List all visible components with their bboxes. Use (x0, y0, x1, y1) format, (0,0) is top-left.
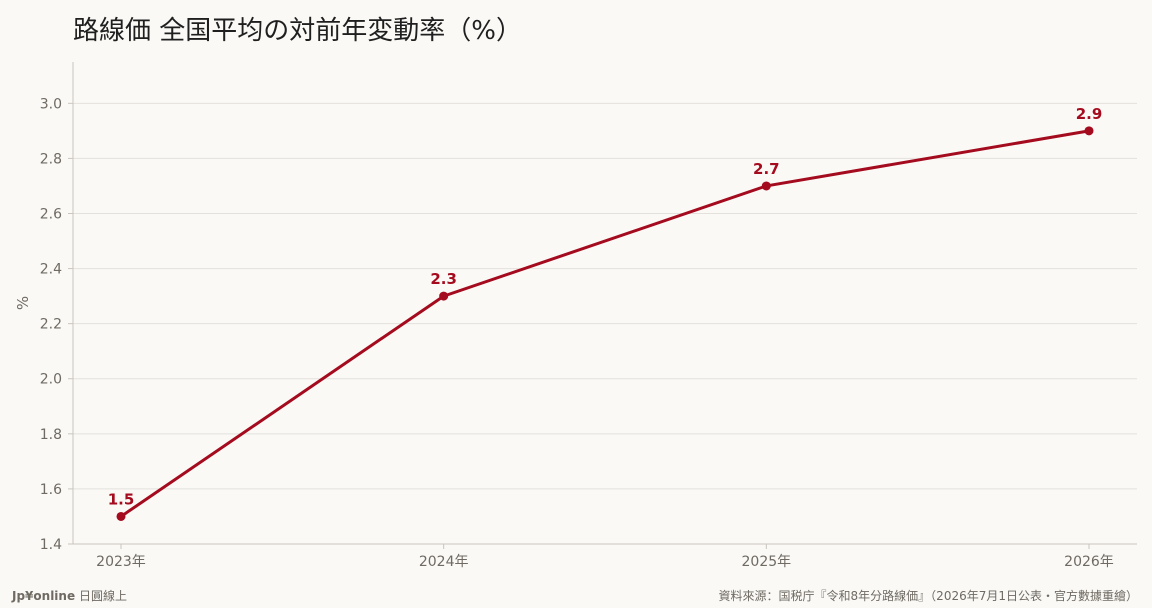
data-point (761, 181, 771, 191)
brand-name: Jp¥online (12, 589, 76, 603)
data-label: 2.3 (430, 270, 457, 288)
data-label: 1.5 (108, 490, 135, 508)
y-axis-label: % (14, 296, 32, 310)
y-tick-label: 3.0 (40, 96, 62, 112)
y-tick-label: 2.0 (40, 372, 62, 388)
x-tick-label: 2025年 (742, 554, 792, 570)
x-tick-label: 2026年 (1064, 554, 1114, 570)
y-tick-label: 2.4 (40, 262, 62, 278)
y-tick-label: 1.4 (40, 537, 62, 553)
data-point (1084, 126, 1094, 136)
footer-brand: Jp¥online 日圓線上 (12, 587, 127, 604)
series-layer (116, 126, 1094, 521)
y-tick-label: 2.8 (40, 151, 62, 167)
data-label: 2.9 (1076, 105, 1103, 123)
axes: 1.4 1.6 1.8 2.0 2.2 2.4 2.6 2.8 3.0 2023年 2024年 202… (14, 62, 1137, 570)
y-tick-label: 1.6 (40, 482, 62, 498)
data-point (439, 291, 449, 301)
data-point (116, 511, 126, 521)
data-label: 2.7 (753, 160, 780, 178)
y-tick-label: 2.2 (40, 317, 62, 333)
chart-title: 路線価 全国平均の対前年変動率（%） (73, 16, 522, 46)
source-note: 資料來源：国税庁『令和8年分路線価』（2026年7月1日公表・官方數據重繪） (718, 589, 1138, 603)
data-labels: 1.5 2.3 2.7 2.9 (108, 105, 1103, 509)
x-tick-label: 2023年 (96, 554, 146, 570)
series-line (119, 129, 1091, 518)
brand-suffix: 日圓線上 (78, 589, 127, 603)
y-tick-label: 1.8 (40, 427, 62, 443)
grid-lines (73, 102, 1137, 490)
x-tick-label: 2024年 (419, 554, 469, 570)
y-tick-label: 2.6 (40, 206, 62, 222)
